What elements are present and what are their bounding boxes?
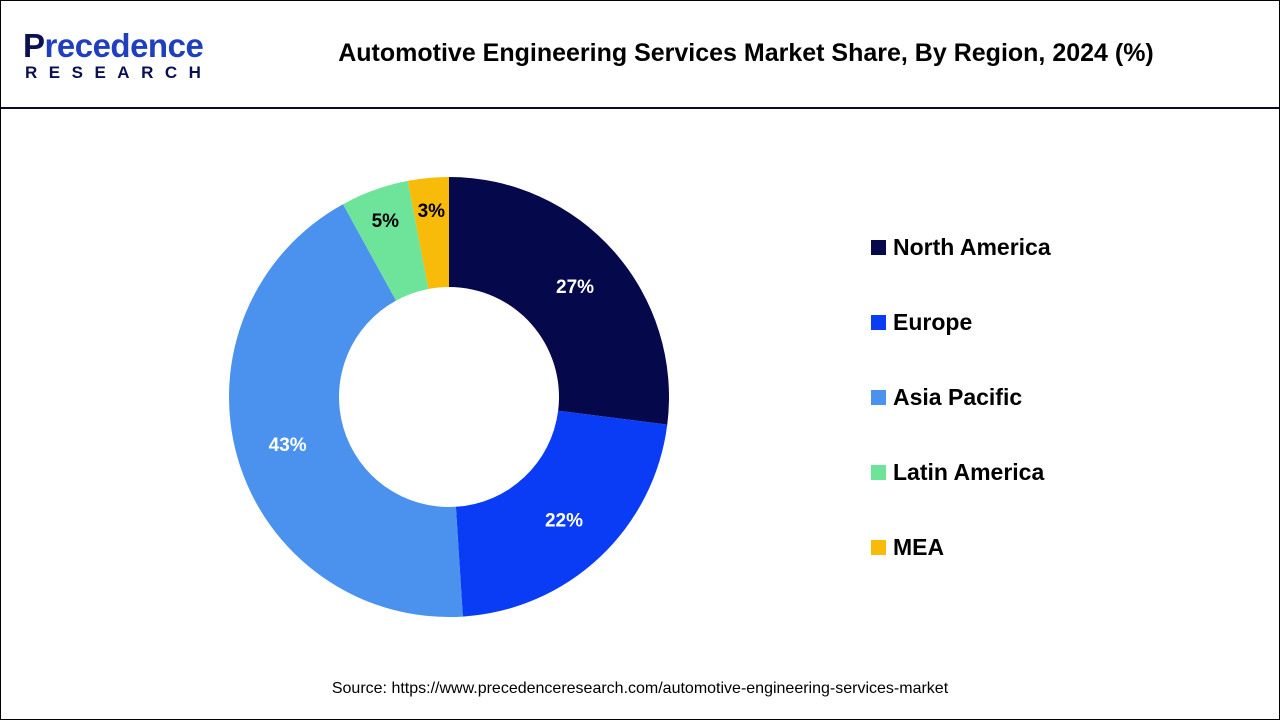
legend-item: Asia Pacific (871, 382, 1022, 412)
legend-swatch (871, 464, 886, 480)
source-note: Source: https://www.precedenceresearch.c… (331, 680, 949, 697)
legend-item: Europe (871, 307, 972, 337)
legend-swatch (871, 239, 886, 255)
legend-label: North America (893, 233, 1051, 260)
legend-swatch (871, 389, 886, 405)
slice-mea (407, 177, 449, 289)
donut-chart: 27% 22% 43% 5% 3% (228, 177, 669, 617)
slice-europe (455, 410, 668, 617)
header: Precedence RESEARCH Automotive Engineeri… (1, 1, 1279, 109)
legend-label: Europe (893, 308, 973, 335)
legend-label: Latin America (893, 458, 1045, 485)
data-label: 22% (545, 510, 583, 531)
legend-label: Asia Pacific (893, 383, 1023, 410)
slice-latin-america (343, 180, 429, 301)
data-label: 5% (372, 211, 400, 232)
legend-label: MEA (893, 533, 945, 560)
chart-title: Automotive Engineering Services Market S… (338, 39, 1154, 67)
legend-swatch (871, 314, 886, 330)
slice-north-america (449, 177, 669, 425)
legend-item: North America (871, 232, 1051, 262)
legend-item: MEA (871, 532, 944, 562)
data-label: 3% (418, 201, 446, 222)
legend-swatch (871, 539, 886, 555)
data-label: 27% (556, 277, 594, 298)
slice-asia-pacific (228, 204, 463, 617)
precedence-research-logo: Precedence RESEARCH (23, 27, 213, 83)
data-label: 43% (269, 435, 307, 456)
legend-item: Latin America (871, 457, 1044, 487)
